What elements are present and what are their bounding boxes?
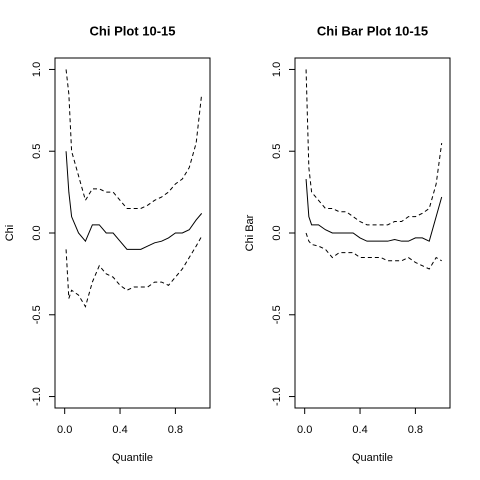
y-tick-label: -0.5 [31,305,43,324]
y-tick-label: 0.0 [271,225,283,240]
y-tick-label: 0.0 [31,225,43,240]
y-axis-label: Chi [4,225,16,242]
data-line [305,178,443,242]
plot-box [294,57,451,409]
data-line [305,232,442,270]
y-tick-label: 1.0 [271,62,283,77]
y-tick-label: -1.0 [31,387,43,406]
y-tick-label: 1.0 [31,62,43,77]
x-tick-label: 0.0 [57,424,72,436]
x-tick-label: 0.8 [408,424,423,436]
x-axis-label: Quantile [352,452,393,464]
y-tick-label: 0.5 [271,144,283,159]
x-axis-label: Quantile [112,452,153,464]
y-tick-label: 0.5 [31,144,43,159]
data-line [305,69,443,226]
x-tick-label: 0.0 [297,424,312,436]
x-tick-label: 0.4 [112,424,127,436]
y-axis-label: Chi Bar [244,214,256,251]
data-line [65,236,203,308]
chart-title: Chi Plot 10-15 [90,23,176,38]
chart-title: Chi Bar Plot 10-15 [317,23,428,38]
y-tick-label: -1.0 [271,387,283,406]
y-tick-label: -0.5 [271,305,283,324]
x-tick-label: 0.8 [168,424,183,436]
data-line [65,69,203,209]
x-tick-label: 0.4 [352,424,367,436]
data-line [65,151,203,250]
